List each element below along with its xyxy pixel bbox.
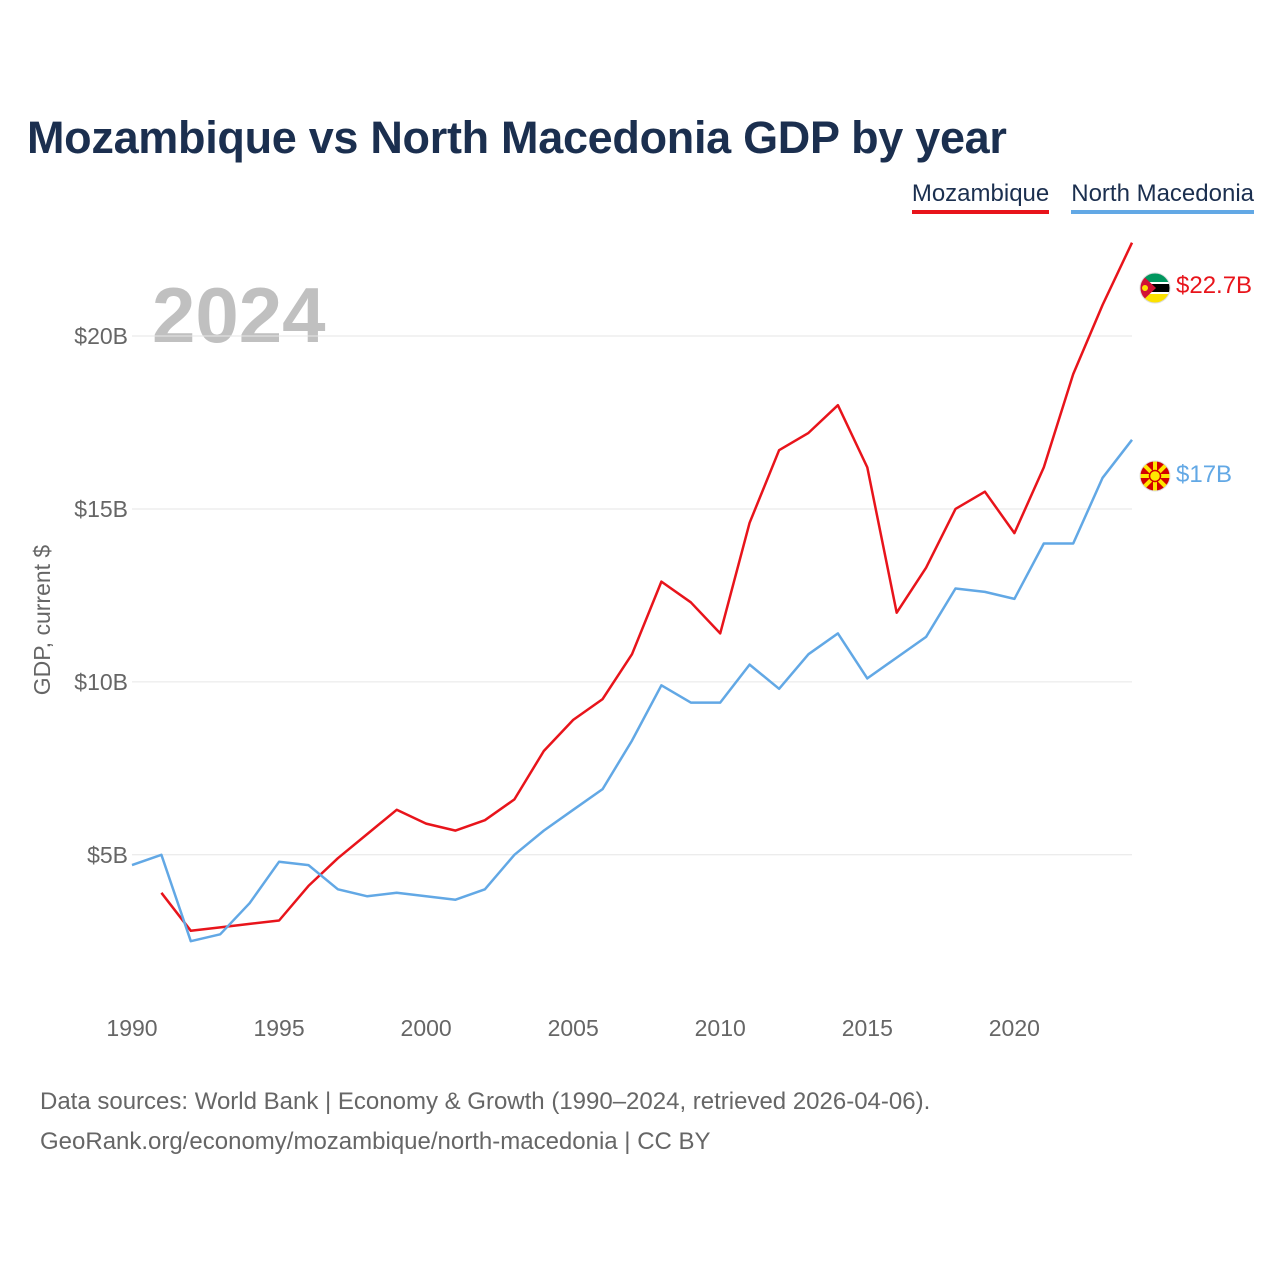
- y-tick-label: $20B: [74, 323, 128, 349]
- x-tick-label: 2005: [548, 1015, 599, 1041]
- series-line-mozambique: [160, 242, 1134, 933]
- end-label-mozambique: $22.7B: [1176, 272, 1252, 299]
- y-axis-label: GDP, current $: [29, 545, 55, 696]
- legend-item-north-macedonia[interactable]: North Macedonia: [1071, 180, 1254, 214]
- sources-line-1: Data sources: World Bank | Economy & Gro…: [40, 1088, 931, 1115]
- x-tick-label: 1990: [106, 1015, 157, 1041]
- x-tick-label: 2000: [401, 1015, 452, 1041]
- x-tick-label: 1995: [253, 1015, 304, 1041]
- end-label-north-macedonia: $17B: [1176, 461, 1232, 488]
- legend: Mozambique North Macedonia: [911, 180, 1254, 214]
- x-tick-label: 2020: [989, 1015, 1040, 1041]
- y-tick-label: $10B: [74, 669, 128, 695]
- series-line-north-macedonia: [131, 439, 1133, 943]
- x-tick-label: 2015: [842, 1015, 893, 1041]
- year-label: 2024: [152, 271, 326, 359]
- mozambique-flag-icon: [1140, 273, 1170, 303]
- y-tick-label: $15B: [74, 496, 128, 522]
- legend-item-mozambique[interactable]: Mozambique: [911, 180, 1050, 214]
- chart-title: Mozambique vs North Macedonia GDP by yea…: [27, 112, 1007, 163]
- x-tick-label: 2010: [695, 1015, 746, 1041]
- y-tick-label: $5B: [87, 842, 128, 868]
- data-sources: Data sources: World Bank | Economy & Gro…: [40, 1082, 930, 1162]
- sources-line-2[interactable]: GeoRank.org/economy/mozambique/north-mac…: [40, 1128, 711, 1155]
